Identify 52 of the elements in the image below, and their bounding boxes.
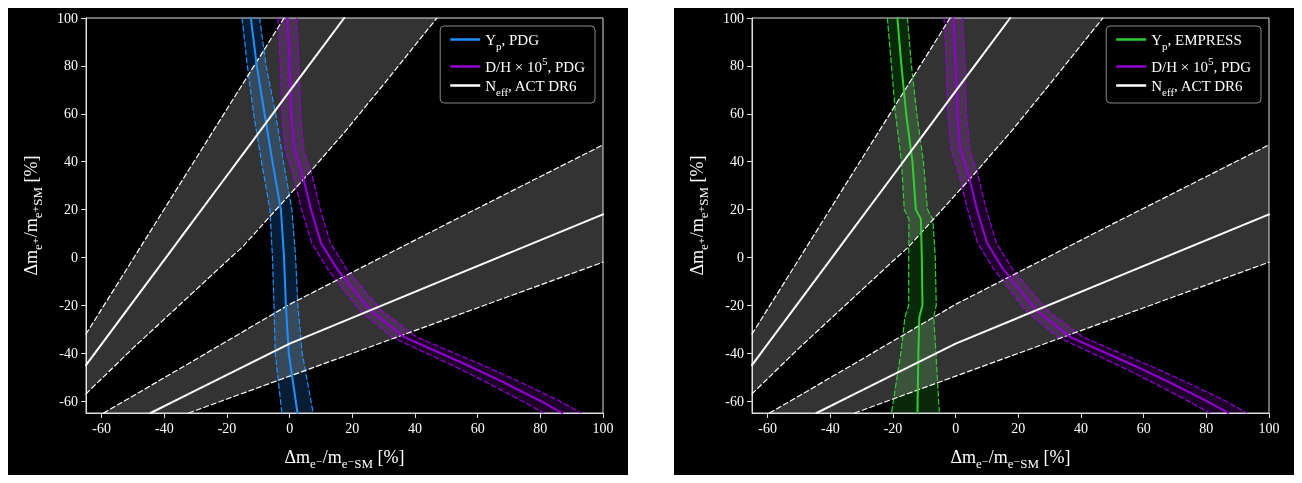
line-series bbox=[149, 213, 604, 414]
y-tick-label: 100 bbox=[723, 10, 744, 26]
line-series bbox=[854, 261, 1270, 414]
y-axis-title: Δme⁺/me⁺SM [%] bbox=[686, 155, 711, 276]
line-series bbox=[896, 17, 924, 414]
y-tick-label: 60 bbox=[730, 106, 744, 122]
line-series bbox=[85, 17, 346, 367]
line-series bbox=[258, 17, 314, 414]
y-tick-label: 40 bbox=[730, 154, 744, 170]
line-series bbox=[241, 17, 283, 414]
y-tick-label: -40 bbox=[725, 345, 744, 361]
x-tick-label: 60 bbox=[470, 420, 485, 436]
x-tick-label: -40 bbox=[155, 420, 174, 436]
x-tick-label: 40 bbox=[408, 420, 422, 436]
y-axis-title: Δme⁺/me⁺SM [%] bbox=[20, 155, 45, 276]
y-tick-label: -60 bbox=[725, 393, 744, 409]
line-series bbox=[751, 17, 951, 335]
y-tick-label: -60 bbox=[59, 393, 78, 409]
y-tick-label: 60 bbox=[64, 106, 78, 122]
x-tick-label: 60 bbox=[1136, 420, 1151, 436]
x-tick-label: 80 bbox=[533, 420, 548, 436]
y-tick-label: 0 bbox=[71, 249, 78, 265]
x-tick-label: 100 bbox=[592, 420, 614, 436]
y-tick-label: 100 bbox=[57, 10, 78, 26]
y-tick-label: -20 bbox=[59, 297, 78, 313]
x-tick-label: -20 bbox=[883, 420, 903, 436]
line-series bbox=[751, 17, 1012, 367]
line-series bbox=[886, 17, 910, 414]
x-tick-label: 0 bbox=[286, 420, 294, 436]
line-series bbox=[906, 17, 940, 414]
x-tick-label: 100 bbox=[1258, 420, 1280, 436]
y-tick-label: 80 bbox=[64, 58, 78, 74]
y-tick-label: 0 bbox=[737, 249, 744, 265]
x-tick-label: -40 bbox=[821, 420, 840, 436]
x-tick-label: 40 bbox=[1074, 420, 1088, 436]
x-tick-label: 0 bbox=[952, 420, 960, 436]
line-series bbox=[815, 213, 1270, 414]
x-tick-label: 80 bbox=[1199, 420, 1214, 436]
y-tick-label: 20 bbox=[730, 202, 744, 218]
y-tick-label: 80 bbox=[730, 58, 744, 74]
x-tick-label: 20 bbox=[1011, 420, 1026, 436]
x-tick-label: 20 bbox=[345, 420, 360, 436]
x-tick-label: -20 bbox=[217, 420, 237, 436]
line-series bbox=[188, 261, 604, 414]
y-tick-label: 20 bbox=[64, 202, 78, 218]
x-tick-label: -60 bbox=[758, 420, 777, 436]
y-tick-label: 40 bbox=[64, 154, 78, 170]
line-series bbox=[249, 17, 299, 414]
x-tick-label: -60 bbox=[92, 420, 111, 436]
line-series bbox=[85, 17, 285, 335]
y-tick-label: -20 bbox=[725, 297, 744, 313]
y-tick-label: -40 bbox=[59, 345, 78, 361]
